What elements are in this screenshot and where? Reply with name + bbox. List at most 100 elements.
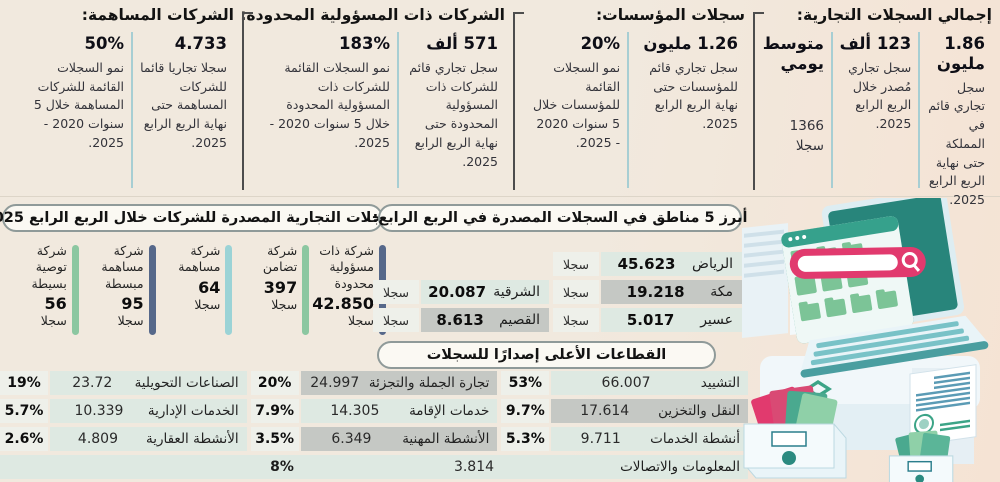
sector-cell: النقل والتخزين 17.614 9.7% <box>501 399 748 423</box>
sector-percent: 3.5% <box>250 427 299 451</box>
stat-item: 1.86 مليون سجل تجاري قائم في المملكة حتى… <box>920 32 992 207</box>
sectors-panel-title: القطاعات الأعلى إصدارًا للسجلات <box>377 341 716 369</box>
region-name: القصيم <box>499 312 540 328</box>
sector-percent: 20% <box>250 371 299 395</box>
sector-value: 14.305 <box>330 403 380 419</box>
sector-name: الأنشطة المهنية <box>402 431 490 447</box>
sector-percent: 2.6% <box>0 427 48 451</box>
sector-value: 66.007 <box>601 375 651 391</box>
browser-window <box>781 216 926 344</box>
file-drawer-right <box>888 430 954 482</box>
region-value: 20.087 <box>428 283 487 301</box>
sector-cell: التشييد 66.007 53% <box>501 371 748 395</box>
company-type-value: 56 <box>44 293 67 313</box>
region-row: الشرقية 20.087 سجلا <box>373 280 549 304</box>
group-title: سجلات المؤسسات: <box>595 6 745 24</box>
stat-value: متوسط يومي <box>762 34 824 73</box>
stat-value: 183% <box>339 34 390 53</box>
stat-item: 1.26 مليون سجل تجاري قائم للمؤسسات حتى ن… <box>629 32 745 188</box>
sector-percent: 5.3% <box>501 427 550 451</box>
company-type-value: 64 <box>198 277 221 297</box>
company-type-unit: سجلا <box>40 312 67 328</box>
sectors-table: التشييد 66.007 53% تجارة الجملة والتجزئة… <box>0 371 748 479</box>
stat-item: 20% نمو السجلات القائمة للمؤسسات خلال 5 … <box>527 32 630 188</box>
company-type-value: 42.850 <box>312 293 374 313</box>
sector-name: التشييد <box>700 375 740 391</box>
sector-value: 9.711 <box>580 431 621 447</box>
stat-item: 4.733 سجلا تجاريا قائما للشركات المساهمة… <box>133 32 234 188</box>
company-type-bar <box>148 245 156 335</box>
records-illustration <box>742 188 1000 482</box>
sector-cell: خدمات الإقامة 14.305 7.9% <box>250 399 498 423</box>
region-name: مكة <box>710 284 733 300</box>
sector-value: 6.349 <box>331 431 372 447</box>
company-type-item: شركة توصية بسيطة 56 سجلا <box>2 243 79 345</box>
stat-value: 123 ألف <box>839 34 912 53</box>
stat-value: 50% <box>84 34 125 53</box>
regions-panel-title: أبرز 5 مناطق في السجلات المصدرة في الربع… <box>373 204 747 232</box>
sector-value: 23.72 <box>72 375 113 391</box>
stat-item: 123 ألف سجل تجاري مُصدر خلال الربع الراب… <box>833 32 921 188</box>
region-unit: سجلا <box>553 308 599 332</box>
sector-percent: 5.7% <box>0 399 48 423</box>
sector-cell: الصناعات التحويلية 23.72 19% <box>0 371 247 395</box>
company-type-bar <box>225 245 233 335</box>
file-drawer-left <box>743 385 847 479</box>
group-title: إجمالي السجلات التجارية: <box>796 6 992 24</box>
company-type-value: 95 <box>121 293 144 313</box>
stat-desc: نمو السجلات القائمة للمؤسسات خلال 5 سنوا… <box>533 59 621 150</box>
region-unit: سجلا <box>373 308 419 332</box>
stat-group-total-registries: إجمالي السجلات التجارية: 1.86 مليون سجل … <box>753 0 1000 207</box>
stat-value: 1.86 مليون <box>936 34 985 73</box>
region-unit: سجلا <box>553 252 599 276</box>
company-type-unit: سجلا <box>117 312 144 328</box>
search-icon <box>901 252 921 272</box>
sector-percent: 9.7% <box>501 399 550 423</box>
laptop <box>781 188 989 378</box>
stat-desc: سجل تجاري قائم للمؤسسات حتى نهاية الربع … <box>649 59 738 132</box>
sector-percent: 8% <box>270 459 294 475</box>
sector-value: 4.809 <box>77 431 119 447</box>
keyboard <box>800 315 989 378</box>
company-types-chart: شركة ذات مسؤولية محدودة 42.850 سجلا شركة… <box>2 243 386 345</box>
sector-percent: 19% <box>0 371 48 395</box>
sector-cell: الأنشطة العقارية 4.809 2.6% <box>0 427 247 451</box>
region-value: 45.623 <box>617 255 676 273</box>
stat-value: 20% <box>580 34 621 53</box>
stat-item: 183% نمو السجلات القائمة للشركات ذات الم… <box>256 32 399 188</box>
region-unit: سجلا <box>373 280 419 304</box>
sector-name: الصناعات التحويلية <box>134 375 239 391</box>
company-type-label: شركة تضامن <box>262 243 298 275</box>
stat-value: 571 ألف <box>426 34 498 53</box>
stat-desc: سجل تجاري قائم في المملكة حتى نهاية الرب… <box>928 79 985 208</box>
sector-name: الأنشطة العقارية <box>145 431 239 447</box>
region-row: القصيم 8.613 سجلا <box>373 308 549 332</box>
stat-desc: 1366 سجلا <box>789 117 824 154</box>
company-type-unit: سجلا <box>347 312 374 328</box>
stat-desc: نمو السجلات القائمة للشركات ذات المسؤولي… <box>269 59 390 150</box>
sector-name: الخدمات الإدارية <box>147 403 239 419</box>
sector-cell: الأنشطة المهنية 6.349 3.5% <box>250 427 498 451</box>
stat-item: متوسط يومي 1366 سجلا <box>762 32 833 188</box>
region-row: عسير 5.017 سجلا <box>553 308 742 332</box>
sector-percent: 7.9% <box>250 399 299 423</box>
top-stats-strip: إجمالي السجلات التجارية: 1.86 مليون سجل … <box>0 0 1000 207</box>
region-unit: سجلا <box>553 280 599 304</box>
search-bar <box>789 246 926 279</box>
companies-panel-title: السجلات التجارية المصدرة للشركات خلال ال… <box>0 204 407 232</box>
region-row: الرياض 45.623 سجلا <box>553 252 742 276</box>
stat-desc: سجلا تجاريا قائما للشركات المساهمة حتى ن… <box>140 59 227 150</box>
sector-value: 10.339 <box>74 403 124 419</box>
sector-value: 3.814 <box>453 459 495 475</box>
group-title: الشركات ذات المسؤولية المحدودة: <box>240 6 505 24</box>
sector-name: خدمات الإقامة <box>409 403 490 419</box>
region-row: مكة 19.218 سجلا <box>553 280 742 304</box>
sector-cell: تجارة الجملة والتجزئة 24.997 20% <box>250 371 498 395</box>
stat-value: 1.26 مليون <box>643 34 738 53</box>
company-type-unit: سجلا <box>271 296 298 312</box>
stat-group-llc: الشركات ذات المسؤولية المحدودة: 571 ألف … <box>240 0 513 196</box>
company-type-label: شركة مساهمة مبسطة <box>101 243 144 291</box>
group-title: الشركات المساهمة: <box>81 6 234 24</box>
company-type-label: شركة ذات مسؤولية محدودة <box>319 243 374 291</box>
